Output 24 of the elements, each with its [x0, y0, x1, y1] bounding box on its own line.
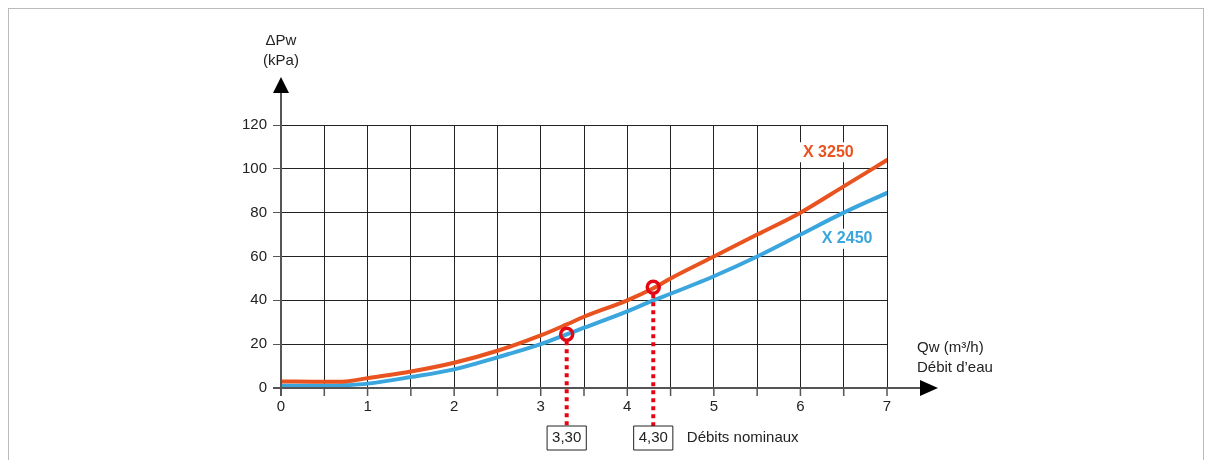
y-tick-label: 80 — [250, 202, 267, 220]
series-label: X 2450 — [821, 229, 873, 247]
x-tick-label: 2 — [449, 397, 459, 415]
y-tick-label: 0 — [258, 378, 267, 396]
y-tick-label: 40 — [250, 290, 267, 308]
x-axis-title: Qw (m³/h) Débit d’eau — [917, 338, 993, 375]
y-tick-label: 20 — [250, 334, 267, 352]
x-tick-label: 0 — [276, 397, 286, 415]
x-tick-label: 6 — [796, 397, 805, 415]
x-tick-label: 4 — [623, 397, 632, 415]
x-tick-label: 7 — [882, 397, 892, 415]
text: Débits nominaux — [686, 428, 800, 446]
series-label: X 3250 — [803, 142, 854, 160]
x-tick-label: 5 — [709, 397, 719, 415]
y-axis-title: ΔPw (kPa) — [263, 31, 299, 68]
line-series — [281, 158, 887, 384]
x-tick-label: 1 — [363, 397, 372, 415]
y-tick-label: 120 — [241, 115, 267, 133]
y-tick-label: 100 — [241, 158, 267, 176]
y-tick-label: 60 — [250, 246, 267, 264]
x-tick-label: 3 — [536, 397, 545, 415]
line-series — [281, 190, 887, 388]
ref-line-label: 3,30 — [552, 428, 582, 446]
ref-line-label: 4,30 — [638, 428, 668, 446]
